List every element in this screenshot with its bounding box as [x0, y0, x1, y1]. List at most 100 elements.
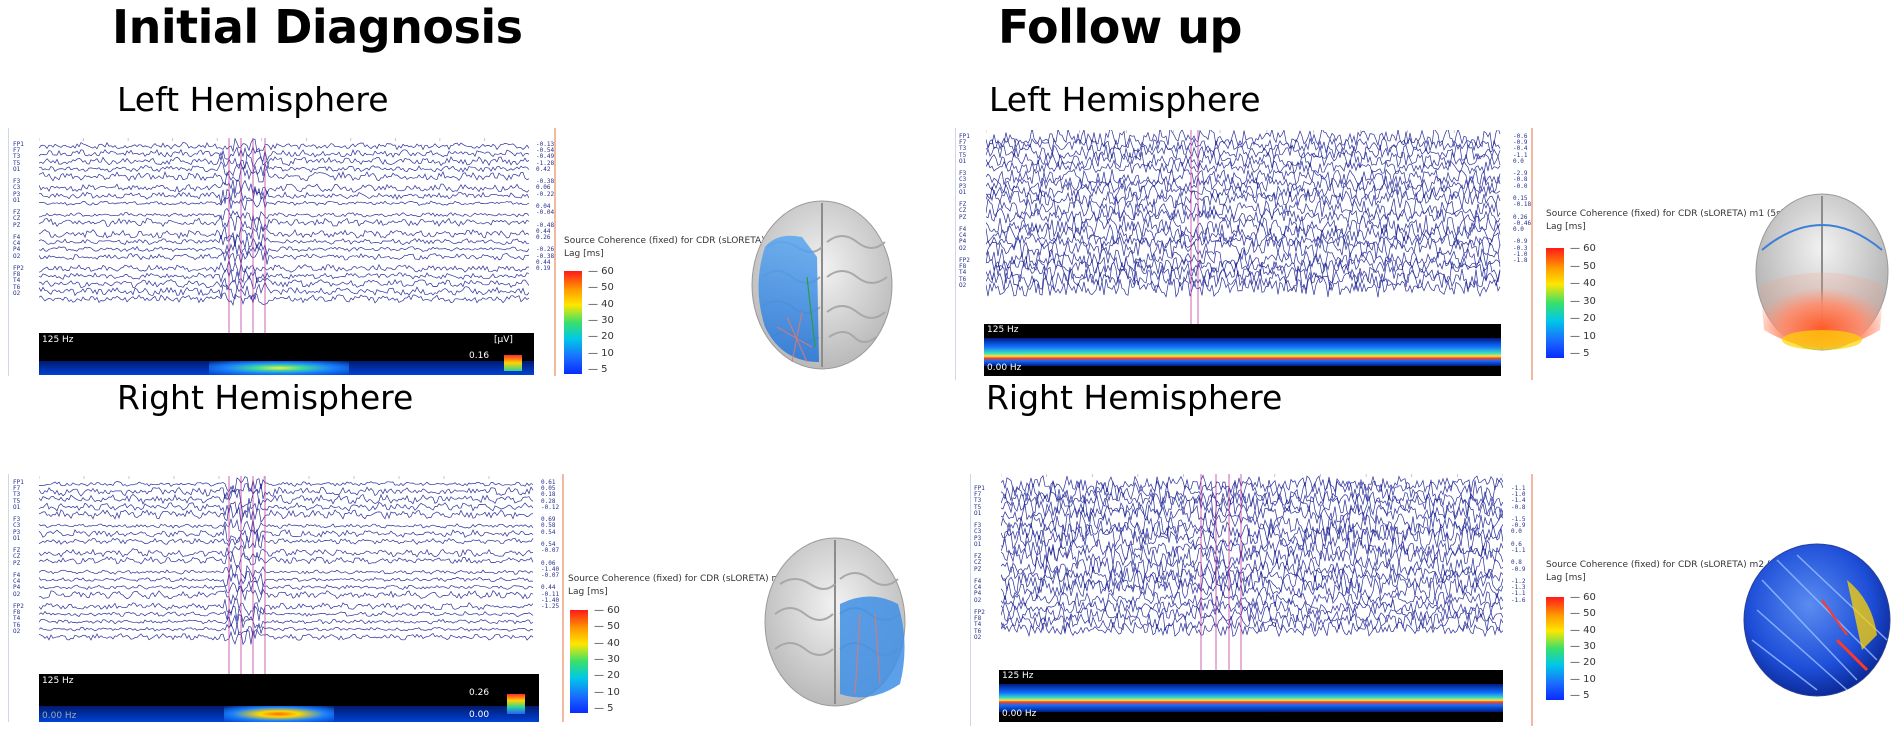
eeg-trace [39, 145, 529, 162]
channel-value: 0.0 [1511, 528, 1522, 536]
colorbar-tick: — 30 [1570, 295, 1596, 307]
channel-label: FZ [959, 201, 967, 209]
channel-labels: FP1 F7 T3 T5 O1 F3 C3 P3 O1 FZ CZ PZ F4 C4 P4 O2 FP2… [974, 485, 985, 641]
channel-value: -1.28 [536, 159, 555, 167]
eeg-trace [1001, 611, 1503, 633]
eeg-trace [986, 158, 1501, 175]
channel-value: -0.26 [536, 246, 555, 254]
channel-value: -0.07 [541, 547, 560, 555]
channel-label: FP2 [959, 257, 970, 265]
colorbar-tick: — 40 [1570, 278, 1596, 289]
channel-label: F7 [959, 139, 967, 147]
channel-value: -1.1 [1511, 590, 1526, 598]
channel-value: -1.0 [1511, 491, 1526, 499]
channel-value: 0.6 [1511, 540, 1522, 548]
channel-label: O2 [959, 281, 967, 289]
channel-value: 0.0 [1513, 157, 1524, 165]
eeg-trace [1001, 564, 1503, 585]
channel-value: -0.9 [1513, 238, 1528, 246]
eeg-trace [1001, 621, 1503, 638]
channel-value: -0.13 [536, 141, 555, 148]
channel-label: C3 [13, 522, 21, 530]
channel-value: 0.44 [536, 258, 551, 266]
colorbar-tick: — 5 [588, 364, 608, 375]
spectrogram-bottom-label: 0.00 Hz [987, 363, 1022, 373]
channel-label: O1 [959, 157, 967, 165]
channel-label: F7 [13, 147, 21, 155]
eeg-trace [986, 137, 1501, 154]
eeg-trace [39, 248, 529, 265]
spectrogram-top-label: 125 Hz [42, 335, 74, 345]
channel-label: CZ [13, 553, 21, 561]
channel-label: P3 [13, 528, 21, 536]
channel-label: PZ [974, 565, 982, 573]
spectrogram-hotspot [224, 706, 334, 722]
channel-value: -0.8 [1511, 503, 1526, 511]
eeg-trace [39, 214, 529, 232]
eeg-trace [1001, 490, 1503, 508]
channel-label: P3 [974, 534, 982, 542]
channel-value: -0.04 [536, 209, 555, 217]
channel-value: -1.25 [541, 603, 560, 611]
initial-right-brain-render [764, 537, 906, 707]
eeg-trace [39, 614, 534, 629]
initial-left-colorbar [564, 271, 582, 374]
channel-label: F4 [959, 226, 967, 234]
channel-value: -0.22 [536, 190, 555, 198]
channel-label: C3 [13, 184, 21, 192]
channel-value: 0.28 [541, 497, 556, 505]
followup-left-eeg-panel: FP1 F7 T3 T5 O1 F3 C3 P3 O1 FZ CZ PZ F4 C4 P4 O2 FP2… [955, 128, 1541, 380]
colorbar-tick: — 40 [1570, 624, 1596, 636]
initial-left-brain-render [751, 200, 893, 370]
eeg-trace [39, 524, 534, 544]
channel-label: T3 [13, 153, 21, 161]
spectrogram: 125 Hz [µV] 0.16 [39, 333, 534, 375]
colorbar-tick: — 50 [1570, 260, 1596, 272]
spectrogram-bottom-label: 0.00 Hz [1002, 709, 1037, 719]
colorbar-tick: — 30 [594, 654, 620, 665]
spectrogram-band [999, 684, 1503, 712]
channel-value: -1.40 [541, 596, 560, 604]
colorbar-tick: — 5 [1570, 348, 1590, 359]
spectrogram-top-label: 125 Hz [1002, 671, 1034, 681]
panel-right-border [1531, 128, 1533, 380]
eeg-trace [39, 151, 529, 171]
eeg-trace [39, 482, 534, 502]
eeg-trace [1001, 492, 1503, 520]
colorbar-tick: — 40 [588, 298, 614, 310]
channel-label: PZ [13, 221, 21, 229]
eeg-trace [986, 235, 1501, 260]
eeg-trace [39, 564, 534, 580]
channel-label: FP1 [959, 133, 970, 140]
channel-label: FP2 [974, 609, 985, 617]
eeg-trace [986, 174, 1501, 195]
channel-value: 0.54 [541, 541, 556, 549]
colorbar-tick: — 50 [588, 282, 614, 294]
eeg-trace [986, 130, 1501, 150]
spectrogram: 125 Hz 0.00 Hz [984, 324, 1501, 376]
eeg-trace [39, 571, 534, 588]
channel-value: -0.3 [1513, 244, 1528, 252]
channel-label: T5 [13, 159, 21, 167]
eeg-trace [39, 628, 534, 646]
eeg-trace [1001, 568, 1503, 595]
eeg-trace [986, 150, 1501, 169]
followup-right-lag-label: Lag [ms] [1546, 573, 1586, 583]
channel-label: T4 [974, 621, 982, 629]
channel-label: FP2 [13, 603, 24, 611]
channel-label: O2 [13, 627, 21, 635]
channel-label: P3 [13, 190, 21, 198]
eeg-trace [1001, 556, 1503, 579]
eeg-trace [986, 215, 1501, 238]
panel-right-border [554, 128, 556, 376]
followup-right-brain-render [1743, 543, 1891, 697]
followup-left-legend-title: Source Coherence (fixed) for CDR (sLORET… [1546, 209, 1785, 219]
eeg-trace [39, 138, 529, 153]
channel-label: T3 [959, 145, 967, 153]
followup-right-legend-title: Source Coherence (fixed) for CDR (sLORET… [1546, 560, 1785, 570]
eeg-traces [39, 476, 534, 676]
channel-labels: FP1 F7 T3 T5 O1 F3 C3 P3 O1 FZ CZ PZ F4 C4 P4 O2 FP2… [13, 141, 24, 297]
channel-values: 0.61 0.05 0.18 0.28 -0.12 0.69 0.58 0.54 0.54-… [541, 479, 560, 611]
followup-left-colorbar [1546, 248, 1564, 358]
channel-label: FP1 [13, 479, 24, 486]
